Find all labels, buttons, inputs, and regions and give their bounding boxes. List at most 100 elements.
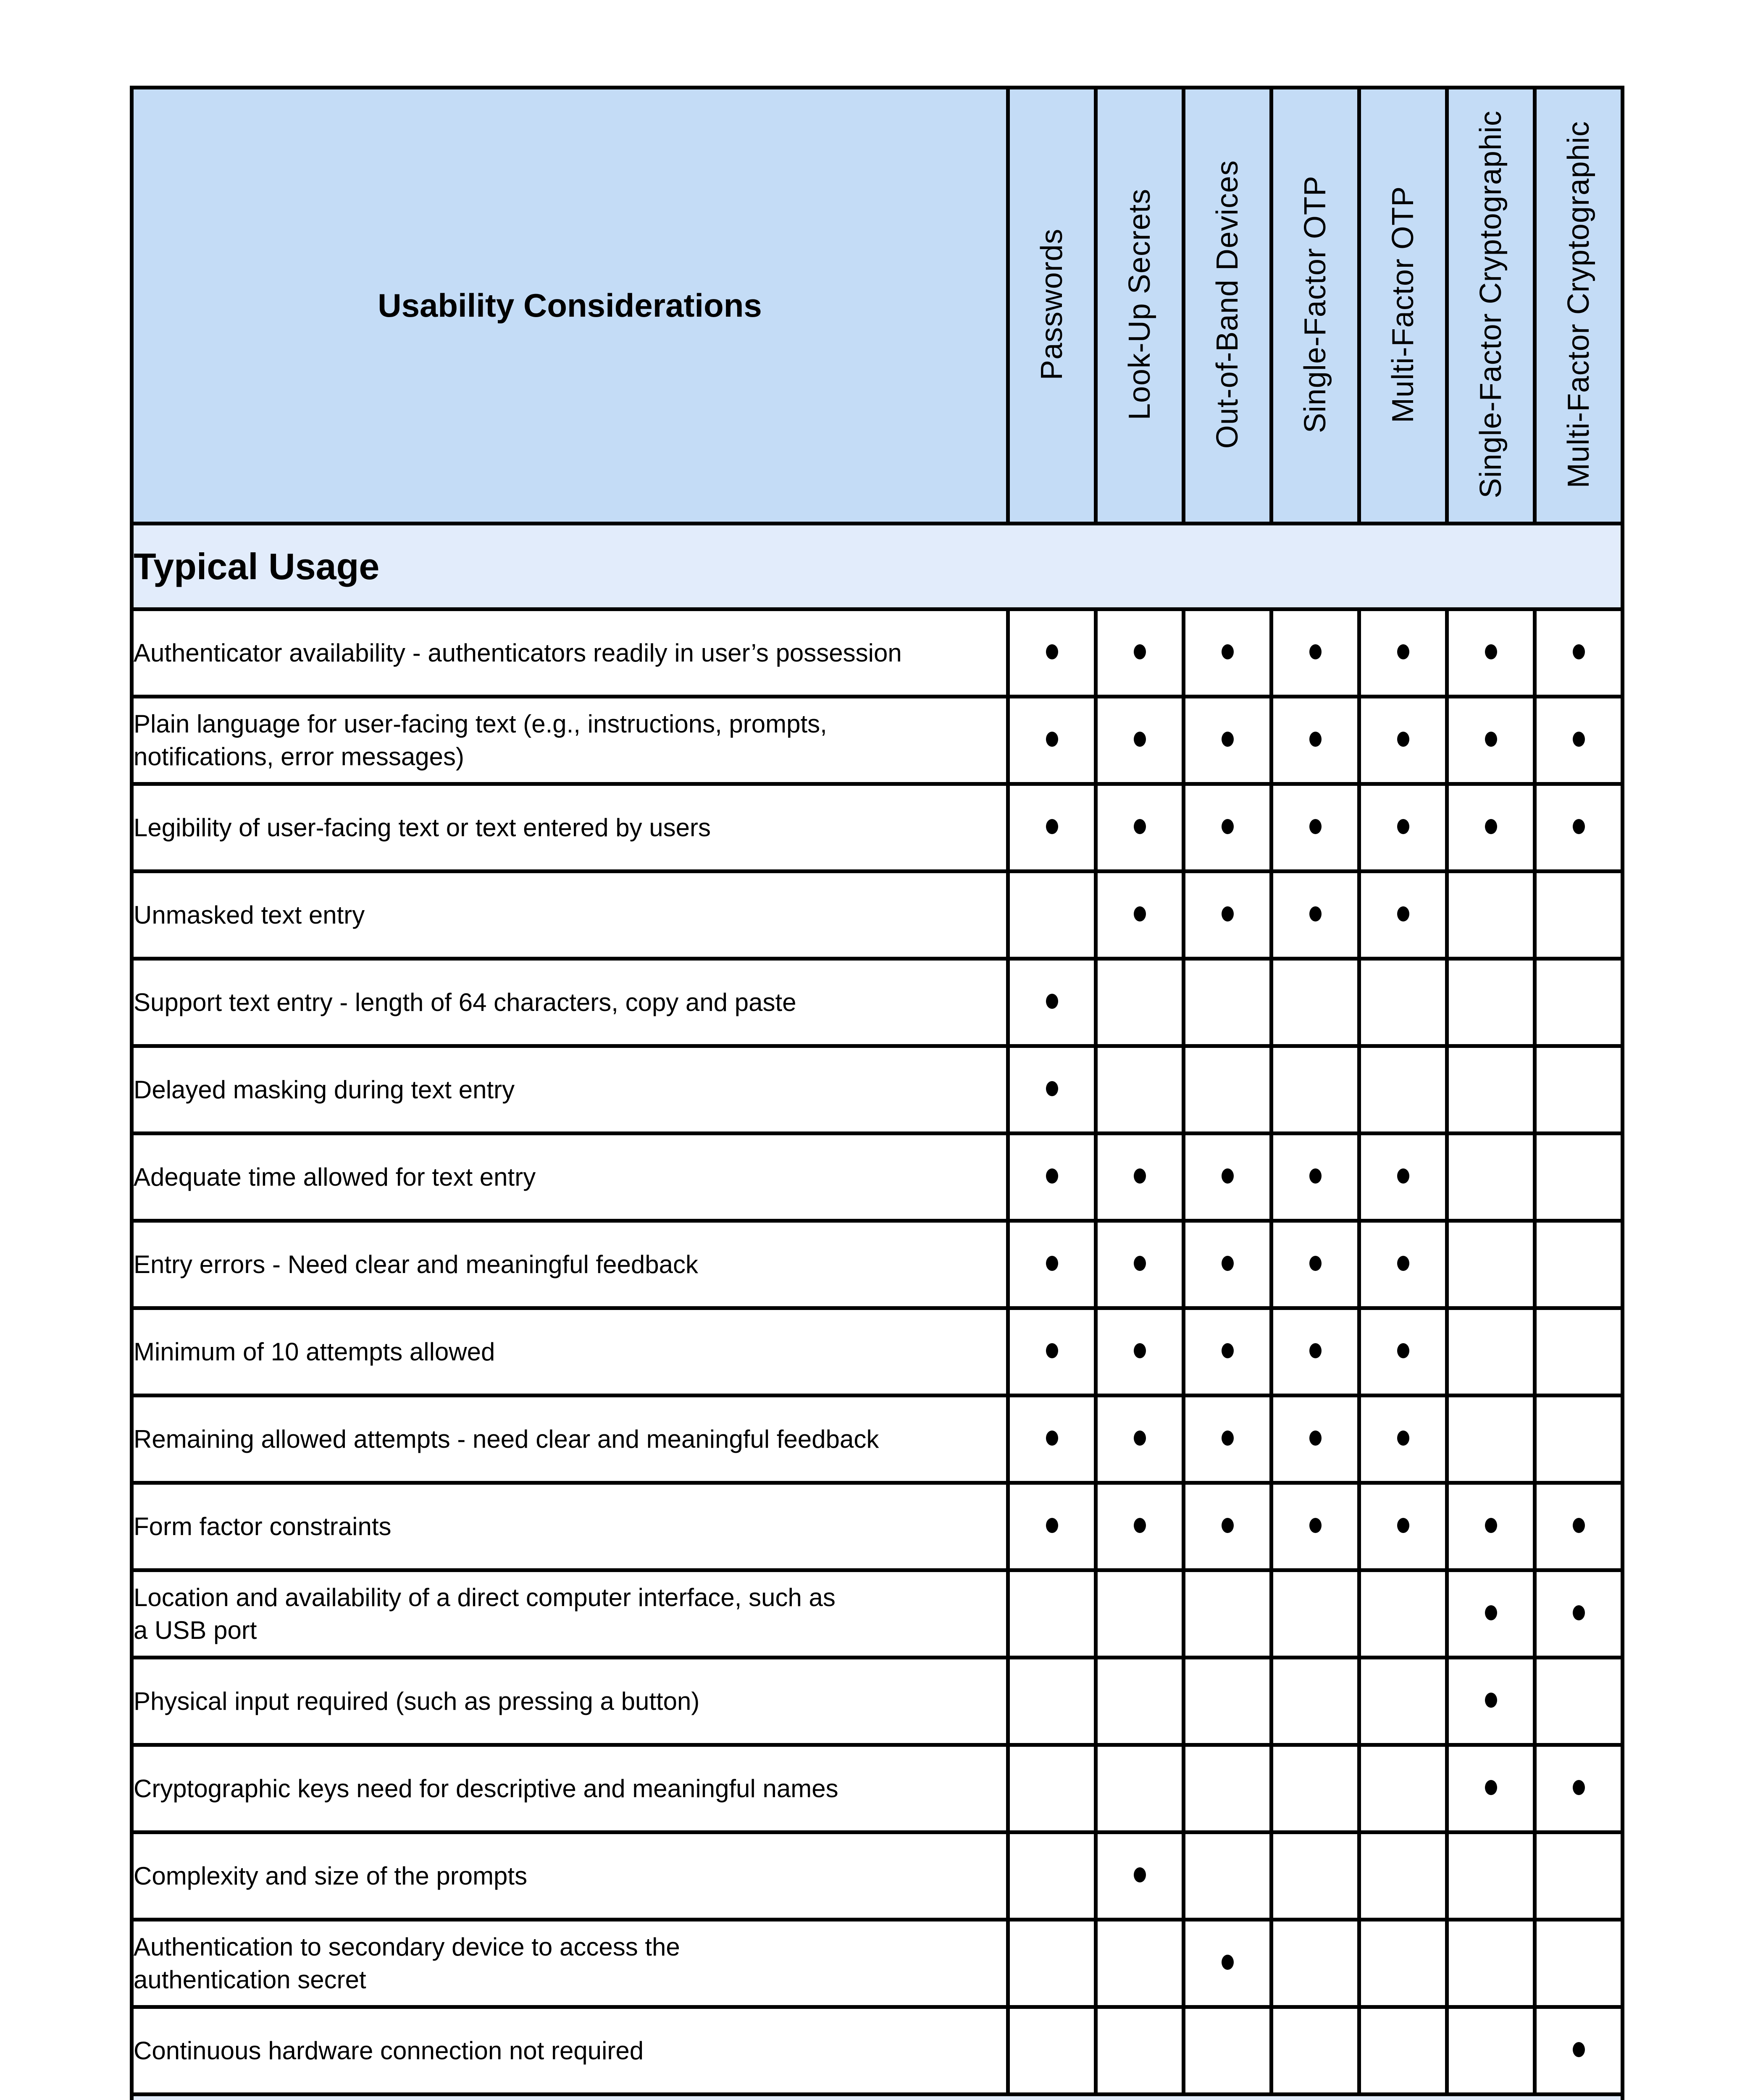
mark-cell bbox=[1182, 1219, 1273, 1310]
mark-cell bbox=[1094, 1394, 1185, 1485]
section-row: Typical Usage bbox=[130, 522, 1624, 611]
bullet-mark bbox=[1046, 1518, 1058, 1533]
mark-cell bbox=[1357, 1830, 1449, 1922]
row-label: Cryptographic keys need for descriptive … bbox=[130, 1743, 1010, 1834]
table-row: Delayed masking during text entry bbox=[130, 1044, 1624, 1135]
bullet-mark bbox=[1485, 732, 1497, 747]
mark-cell bbox=[1445, 1394, 1537, 1485]
bullet-mark bbox=[1221, 1343, 1234, 1358]
header-row: Usability Considerations Passwords Look-… bbox=[130, 86, 1624, 525]
bullet-mark bbox=[1221, 1256, 1234, 1271]
bullet-mark bbox=[1133, 1431, 1146, 1446]
column-header-passwords: Passwords bbox=[1006, 86, 1098, 525]
bullet-mark bbox=[1397, 906, 1409, 921]
mark-cell bbox=[1533, 1481, 1624, 1572]
mark-cell bbox=[1445, 1918, 1537, 2009]
mark-cell bbox=[1269, 1394, 1361, 1485]
mark-cell bbox=[1269, 695, 1361, 786]
bullet-mark bbox=[1046, 732, 1058, 747]
bullet-mark bbox=[1046, 994, 1058, 1009]
row-label: Complexity and size of the prompts bbox=[130, 1830, 1010, 1922]
bullet-mark bbox=[1309, 732, 1322, 747]
mark-cell bbox=[1269, 869, 1361, 961]
mark-cell bbox=[1357, 695, 1449, 786]
mark-cell bbox=[1269, 1131, 1361, 1223]
column-header-label: Look-Up Secrets bbox=[1123, 189, 1156, 420]
mark-cell bbox=[1533, 1918, 1624, 2009]
mark-cell bbox=[1182, 1743, 1273, 1834]
mark-cell bbox=[1357, 1044, 1449, 1135]
mark-cell bbox=[1357, 1394, 1449, 1485]
row-label: Continuous hardware connection not requi… bbox=[130, 2005, 1010, 2096]
row-label: Authentication to secondary device to ac… bbox=[130, 1918, 1010, 2009]
mark-cell bbox=[1533, 1219, 1624, 1310]
mark-cell bbox=[1533, 782, 1624, 873]
mark-cell bbox=[1094, 1918, 1185, 2009]
bullet-mark bbox=[1572, 1780, 1585, 1795]
table-row: Plain language for user-facing text (e.g… bbox=[130, 695, 1624, 786]
bullet-mark bbox=[1485, 1518, 1497, 1533]
bullet-mark bbox=[1397, 1343, 1409, 1358]
row-label: Location and availability of a direct co… bbox=[130, 1568, 1010, 1659]
mark-cell bbox=[1094, 695, 1185, 786]
mark-cell bbox=[1357, 1568, 1449, 1659]
mark-cell bbox=[1006, 695, 1098, 786]
mark-cell bbox=[1357, 869, 1449, 961]
mark-cell bbox=[1533, 1044, 1624, 1135]
column-header-multi-factor-cryptographic: Multi-Factor Cryptographic bbox=[1533, 86, 1624, 525]
corner-header-cell: Usability Considerations bbox=[130, 86, 1010, 525]
bullet-mark bbox=[1397, 1256, 1409, 1271]
bullet-mark bbox=[1133, 732, 1146, 747]
mark-cell bbox=[1445, 1830, 1537, 1922]
mark-cell bbox=[1357, 1306, 1449, 1397]
bullet-mark bbox=[1046, 819, 1058, 834]
column-header-single-factor-otp: Single-Factor OTP bbox=[1269, 86, 1361, 525]
row-label: Delayed masking during text entry bbox=[130, 1044, 1010, 1135]
bullet-mark bbox=[1046, 1168, 1058, 1184]
table-row: Physical input required (such as pressin… bbox=[130, 1656, 1624, 1747]
table-row: Continuous hardware connection not requi… bbox=[130, 2005, 1624, 2096]
mark-cell bbox=[1006, 1044, 1098, 1135]
bullet-mark bbox=[1046, 1081, 1058, 1096]
mark-cell bbox=[1533, 1306, 1624, 1397]
mark-cell bbox=[1006, 607, 1098, 698]
mark-cell bbox=[1445, 695, 1537, 786]
column-header-label: Multi-Factor OTP bbox=[1386, 186, 1420, 423]
section-row: Intermittent Events bbox=[130, 2092, 1624, 2100]
mark-cell bbox=[1533, 1394, 1624, 1485]
mark-cell bbox=[1182, 782, 1273, 873]
section-title: Intermittent Events bbox=[130, 2092, 1624, 2100]
bullet-mark bbox=[1046, 1256, 1058, 1271]
bullet-mark bbox=[1485, 644, 1497, 659]
mark-cell bbox=[1182, 1306, 1273, 1397]
table-row: Minimum of 10 attempts allowed bbox=[130, 1306, 1624, 1397]
bullet-mark bbox=[1572, 2042, 1585, 2057]
row-label: Authenticator availability - authenticat… bbox=[130, 607, 1010, 698]
mark-cell bbox=[1445, 1044, 1537, 1135]
mark-cell bbox=[1182, 1918, 1273, 2009]
mark-cell bbox=[1533, 695, 1624, 786]
mark-cell bbox=[1094, 1219, 1185, 1310]
mark-cell bbox=[1445, 1219, 1537, 1310]
column-header-label: Single-Factor Cryptographic bbox=[1474, 110, 1508, 499]
mark-cell bbox=[1269, 1656, 1361, 1747]
table-row: Cryptographic keys need for descriptive … bbox=[130, 1743, 1624, 1834]
mark-cell bbox=[1533, 1568, 1624, 1659]
bullet-mark bbox=[1309, 1431, 1322, 1446]
mark-cell bbox=[1269, 1568, 1361, 1659]
mark-cell bbox=[1094, 607, 1185, 698]
mark-cell bbox=[1533, 1830, 1624, 1922]
mark-cell bbox=[1006, 1219, 1098, 1310]
bullet-mark bbox=[1133, 1867, 1146, 1882]
bullet-mark bbox=[1397, 1518, 1409, 1533]
mark-cell bbox=[1533, 1743, 1624, 1834]
mark-cell bbox=[1445, 1481, 1537, 1572]
bullet-mark bbox=[1221, 906, 1234, 921]
bullet-mark bbox=[1133, 819, 1146, 834]
row-label: Legibility of user-facing text or text e… bbox=[130, 782, 1010, 873]
bullet-mark bbox=[1046, 644, 1058, 659]
mark-cell bbox=[1094, 1830, 1185, 1922]
mark-cell bbox=[1006, 1481, 1098, 1572]
mark-cell bbox=[1269, 1830, 1361, 1922]
mark-cell bbox=[1094, 1481, 1185, 1572]
